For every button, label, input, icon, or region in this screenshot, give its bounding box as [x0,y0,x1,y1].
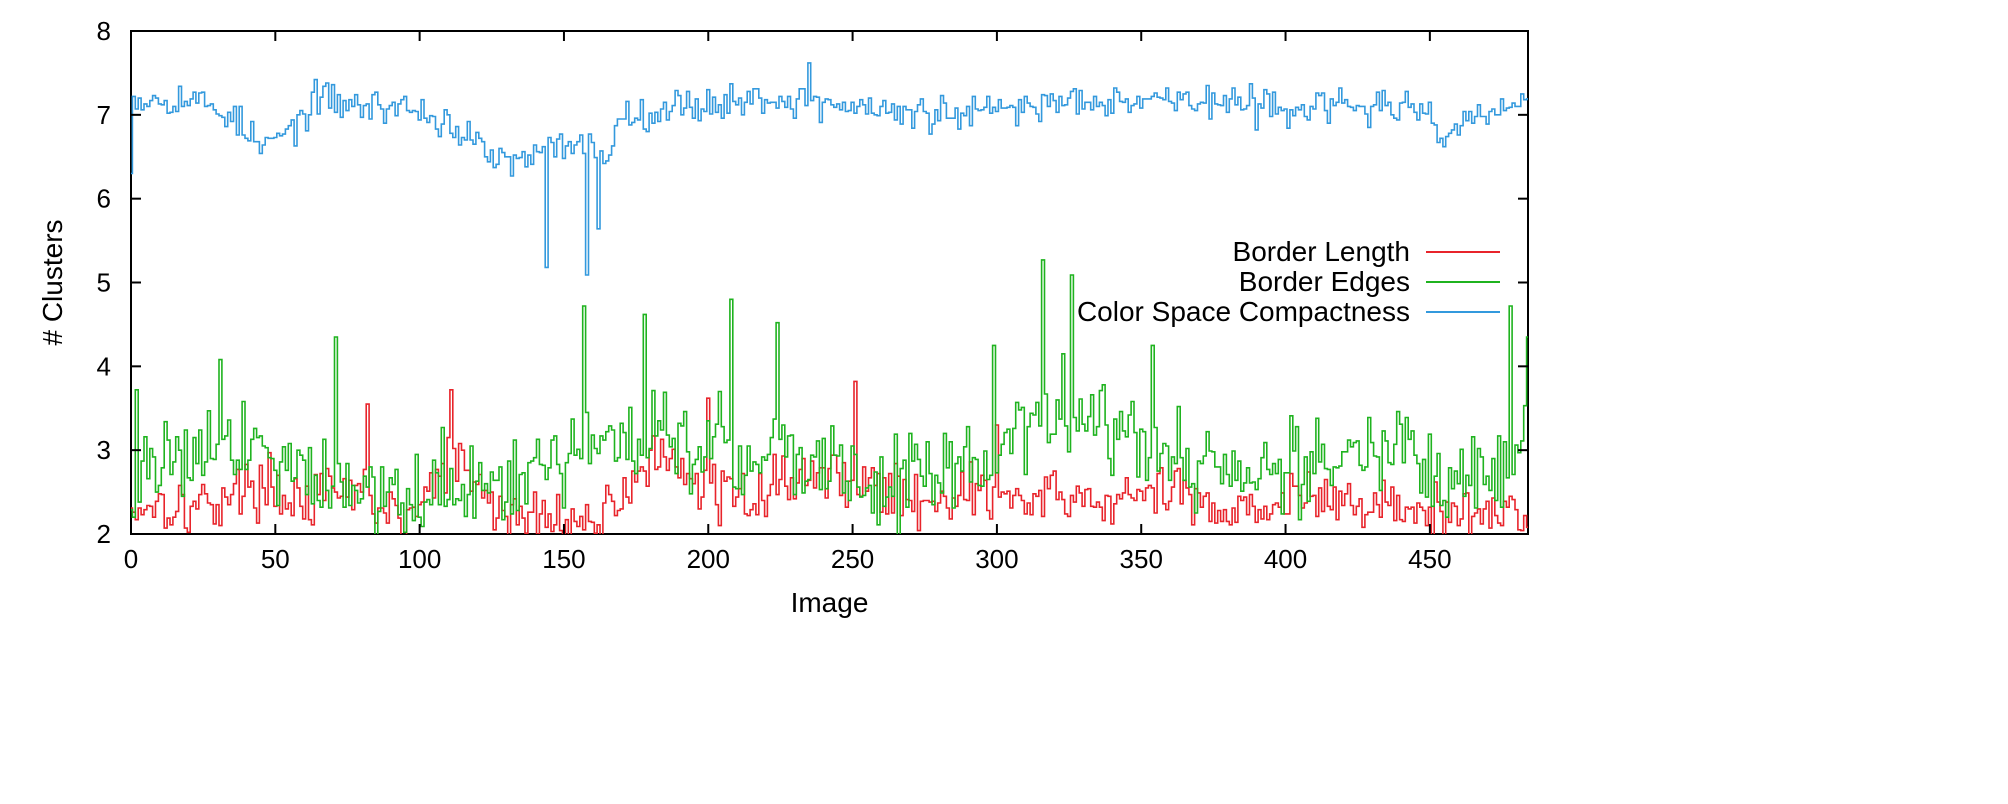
x-tick-label: 350 [1120,544,1163,574]
x-axis-title: Image [791,587,869,618]
x-tick-label: 250 [831,544,874,574]
series-layer [131,62,1528,534]
legend-label-1: Border Edges [1239,266,1410,297]
x-tick-label: 200 [687,544,730,574]
y-tick-label: 4 [97,351,111,381]
y-tick-label: 6 [97,184,111,214]
x-tick-label: 50 [261,544,290,574]
axis-ticks: 0 50 100 150 200 250 300 350 400 450 2 3 4 5 6 7 8 [97,16,1528,574]
y-tick-label: 3 [97,435,111,465]
legend-label-0: Border Length [1233,236,1410,267]
y-tick-label: 2 [97,519,111,549]
y-axis-title: # Clusters [37,219,68,345]
series-line-0 [131,380,1528,534]
y-tick-label: 7 [97,100,111,130]
x-tick-label: 150 [542,544,585,574]
x-tick-label: 0 [124,544,138,574]
x-tick-label: 450 [1408,544,1451,574]
y-tick-label: 5 [97,268,111,298]
x-tick-label: 300 [975,544,1018,574]
y-tick-label: 8 [97,16,111,46]
x-tick-label: 100 [398,544,441,574]
series-line-2 [131,62,1528,276]
x-tick-label: 400 [1264,544,1307,574]
legend-label-2: Color Space Compactness [1077,296,1410,327]
series-line-1 [131,259,1528,534]
